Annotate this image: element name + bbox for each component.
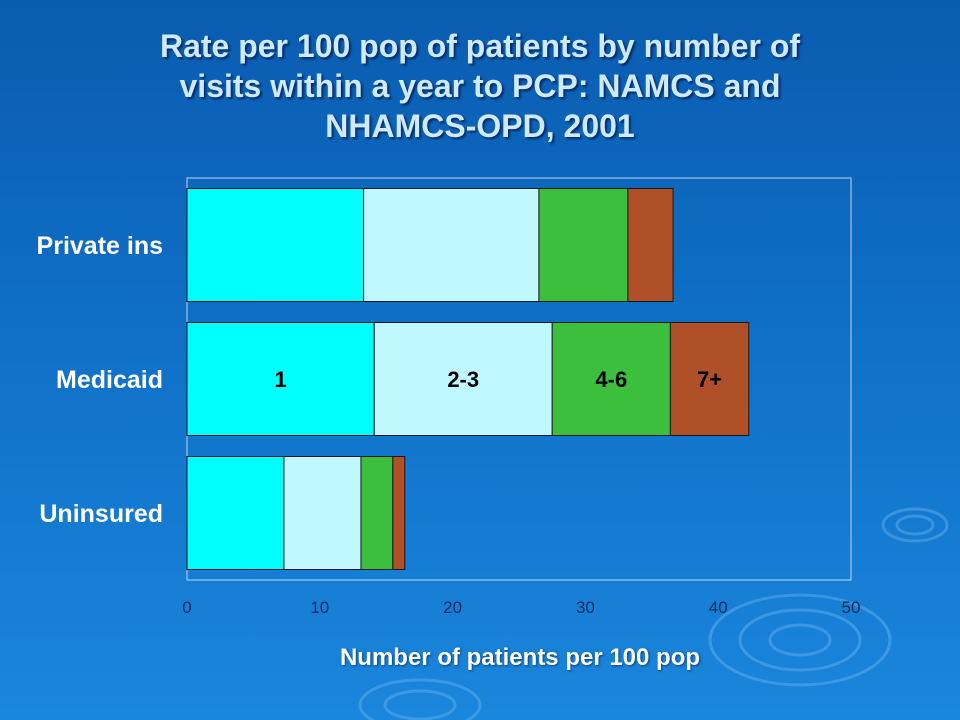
segment-label-1: 1 [274,367,286,392]
bar-private-ins-7plus [627,188,674,302]
x-tick-label: 20 [443,598,462,617]
segment-label-7plus: 7+ [697,367,722,392]
bar-medicaid-7plus [669,322,750,436]
x-axis-label: Number of patients per 100 pop [339,644,701,671]
bar-uninsured-2-3 [283,456,362,570]
x-tick-label: 50 [842,598,861,617]
x-tick-label: 30 [576,598,595,617]
segment-label-4-6: 4-6 [595,367,627,392]
x-tick-label: 10 [310,598,329,617]
bar-medicaid-4-6 [551,322,671,436]
bar-private-ins-1 [186,188,365,302]
bar-private-ins-2-3 [363,188,540,302]
x-tick-label: 40 [709,598,728,617]
chart-title-line-3: NHAMCS-OPD, 2001 [325,108,635,144]
bar-medicaid-2-3 [373,322,553,436]
bar-uninsured-7plus [392,456,406,570]
bar-uninsured-4-6 [360,456,394,570]
category-label-uninsured: Uninsured [39,500,163,528]
category-label-private-ins: Private ins [37,232,163,260]
bar-uninsured-1 [186,456,285,570]
x-tick-label: 0 [182,598,191,617]
segment-label-2-3: 2-3 [447,367,479,392]
chart-title-line-2: visits within a year to PCP: NAMCS and [179,68,781,104]
category-label-medicaid: Medicaid [56,366,163,394]
bar-private-ins-4-6 [538,188,629,302]
chart-title-line-1: Rate per 100 pop of patients by number o… [159,28,801,64]
chart-title: Rate per 100 pop of patients by number o… [60,26,900,146]
